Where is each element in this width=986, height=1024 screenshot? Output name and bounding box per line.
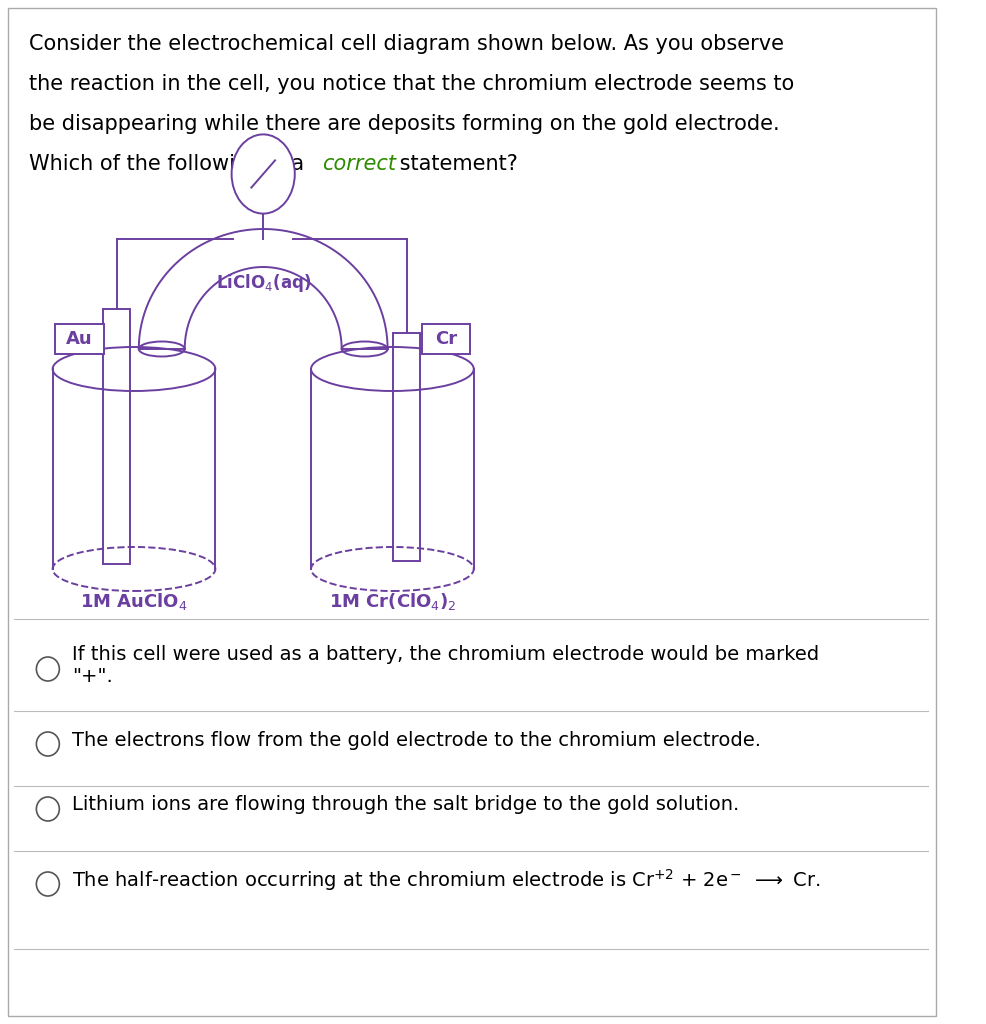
Text: Lithium ions are flowing through the salt bridge to the gold solution.: Lithium ions are flowing through the sal… <box>72 796 740 814</box>
Text: Consider the electrochemical cell diagram shown below. As you observe: Consider the electrochemical cell diagra… <box>29 34 784 54</box>
Bar <box>393 333 420 561</box>
Text: 1M Cr(ClO$_4$)$_2$: 1M Cr(ClO$_4$)$_2$ <box>328 591 457 612</box>
Text: Au: Au <box>66 330 93 348</box>
Text: statement?: statement? <box>393 154 519 174</box>
Text: The half-reaction occurring at the chromium electrode is Cr$^{+2}$ + 2e$^-$ $\lo: The half-reaction occurring at the chrom… <box>72 867 820 893</box>
Bar <box>54 324 105 354</box>
Ellipse shape <box>232 134 295 214</box>
Text: Cr: Cr <box>435 330 458 348</box>
Text: be disappearing while there are deposits forming on the gold electrode.: be disappearing while there are deposits… <box>29 114 779 134</box>
Bar <box>104 309 130 564</box>
Text: The electrons flow from the gold electrode to the chromium electrode.: The electrons flow from the gold electro… <box>72 730 761 750</box>
Text: correct: correct <box>321 154 395 174</box>
Text: If this cell were used as a battery, the chromium electrode would be marked
"+".: If this cell were used as a battery, the… <box>72 644 819 685</box>
Bar <box>422 324 470 354</box>
Text: 1M AuClO$_4$: 1M AuClO$_4$ <box>80 591 187 612</box>
Text: LiClO$_4$(aq): LiClO$_4$(aq) <box>216 272 311 294</box>
Text: the reaction in the cell, you notice that the chromium electrode seems to: the reaction in the cell, you notice tha… <box>29 74 794 94</box>
Text: Which of the following is a: Which of the following is a <box>29 154 311 174</box>
